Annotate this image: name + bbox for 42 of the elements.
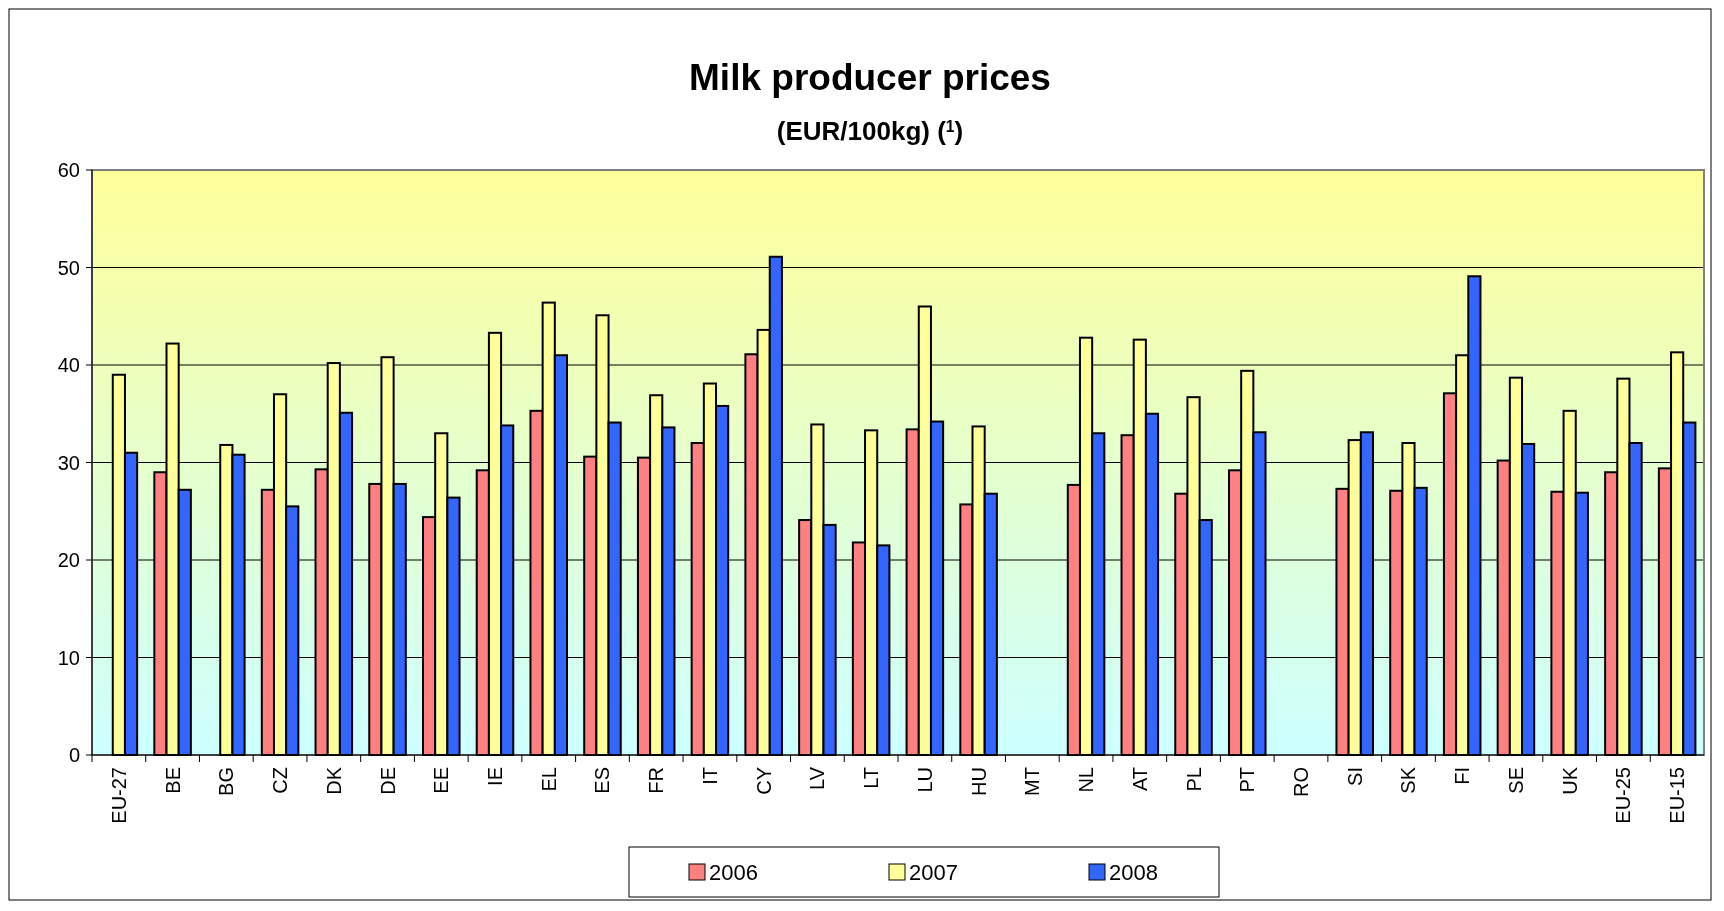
chart-title: Milk producer prices [689,57,1051,98]
x-tick-label: PT [1236,767,1259,793]
x-tick-label: SI [1343,767,1366,786]
x-tick-label: BG [215,767,238,796]
x-tick-label: LT [860,767,883,789]
y-tick-label: 20 [57,549,80,571]
x-tick-label: ES [591,767,614,794]
x-tick-label: RO [1290,767,1312,797]
x-tick-label: DK [322,766,345,795]
x-tick-label: SE [1504,767,1527,794]
y-tick-label: 10 [57,646,80,669]
x-tick-label: DE [376,767,399,795]
x-tick-label: CZ [269,767,292,794]
x-tick-label: HU [967,767,990,796]
legend-label: 2007 [909,859,958,885]
x-tick-label: EL [537,767,560,792]
x-tick-label: IE [484,767,506,786]
x-tick-label: EU-27 [107,767,130,824]
x-tick-label: PL [1182,767,1205,792]
y-tick-label: 0 [68,744,80,766]
x-tick-label: MT [1021,767,1044,796]
x-tick-label: FI [1451,767,1474,785]
x-tick-label: LU [913,767,936,793]
x-tick-label: FR [645,767,668,794]
x-tick-label: NL [1075,767,1098,793]
x-tick-label: AT [1128,767,1151,792]
x-tick-label: IT [698,767,721,785]
x-tick-label: EU-25 [1612,767,1635,824]
y-tick-label: 60 [57,159,80,181]
legend-label: 2006 [709,859,758,885]
x-tick-label: CY [752,767,775,795]
x-tick-label: EE [430,767,453,794]
x-tick-label: SK [1397,766,1420,794]
chart-subtitle: (EUR/100kg) ($^{1}$) [776,116,964,146]
y-tick-label: 40 [57,354,80,376]
legend-label: 2008 [1109,859,1158,885]
x-tick-label: LV [806,766,829,790]
x-tick-label: BE [161,767,184,794]
x-tick-label: EU-15 [1666,767,1689,824]
y-tick-label: 30 [57,451,80,474]
y-tick-label: 50 [57,256,80,279]
x-tick-label: UK [1558,766,1581,795]
